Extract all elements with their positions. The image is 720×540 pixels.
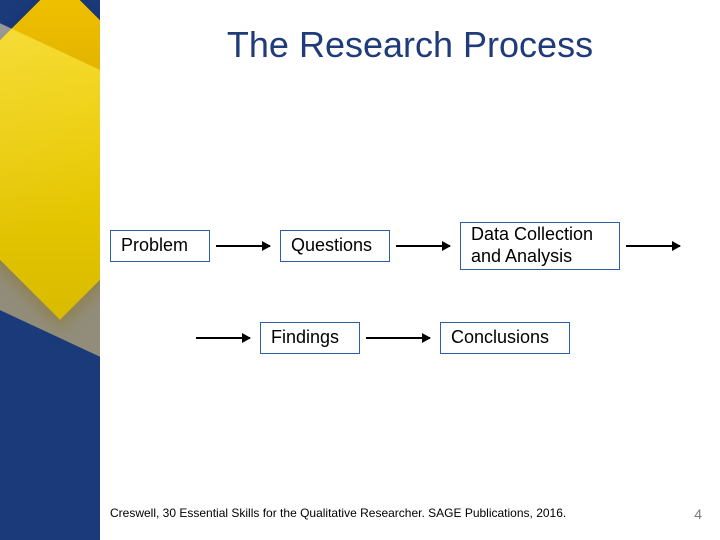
- arrow-into-findings: [196, 337, 250, 339]
- node-problem: Problem: [110, 230, 210, 262]
- arrow-findings-to-conclusions: [366, 337, 430, 339]
- node-questions: Questions: [280, 230, 390, 262]
- slide-body: The Research Process Problem Questions D…: [100, 0, 720, 540]
- arrow-data-to-next: [626, 245, 680, 247]
- slide-title: The Research Process: [100, 24, 720, 66]
- arrow-questions-to-data: [396, 245, 450, 247]
- citation-text: Creswell, 30 Essential Skills for the Qu…: [110, 506, 566, 520]
- node-findings: Findings: [260, 322, 360, 354]
- arrow-problem-to-questions: [216, 245, 270, 247]
- decorative-sidebar: [0, 0, 100, 540]
- node-conclusions: Conclusions: [440, 322, 570, 354]
- node-data-collection: Data Collection and Analysis: [460, 222, 620, 270]
- page-number: 4: [694, 506, 702, 522]
